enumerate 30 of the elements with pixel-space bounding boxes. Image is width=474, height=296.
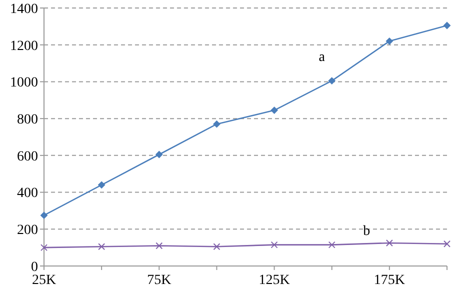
x-tick-label: 25K xyxy=(32,273,56,288)
y-tick-label: 400 xyxy=(17,186,38,202)
x-tick-label: 175K xyxy=(374,273,405,288)
y-tick-label: 0 xyxy=(31,260,38,275)
point xyxy=(270,241,278,248)
point xyxy=(156,151,163,158)
y-tick-label: 600 xyxy=(17,149,38,164)
point xyxy=(444,240,450,248)
x-tick-label: 125K xyxy=(258,273,290,288)
point xyxy=(444,22,450,30)
y-tick-label: 1200 xyxy=(10,38,38,54)
y-tick-label: 200 xyxy=(17,223,38,238)
point xyxy=(328,241,336,248)
point xyxy=(328,77,336,84)
x-tick-label: 75K xyxy=(147,273,172,288)
y-tick-label: 800 xyxy=(17,112,38,128)
series-label: a xyxy=(318,50,326,65)
point xyxy=(156,242,163,250)
point xyxy=(40,244,48,252)
y-tick-label: 1400 xyxy=(10,2,38,17)
y-tick-label: 1000 xyxy=(10,76,38,91)
point xyxy=(98,243,106,250)
point xyxy=(270,106,278,114)
point xyxy=(386,239,393,246)
point xyxy=(213,120,220,128)
point xyxy=(40,212,48,219)
point xyxy=(213,243,220,250)
series-label: b xyxy=(363,224,370,239)
point xyxy=(98,181,106,188)
point xyxy=(386,38,393,45)
